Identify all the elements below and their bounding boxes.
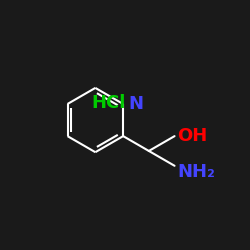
- Text: NH₂: NH₂: [178, 163, 216, 181]
- Text: OH: OH: [178, 127, 208, 145]
- Text: HCl: HCl: [91, 94, 126, 112]
- Text: N: N: [128, 95, 144, 113]
